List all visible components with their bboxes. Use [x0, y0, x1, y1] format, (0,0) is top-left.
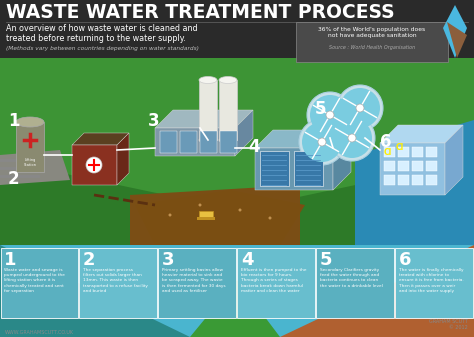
Circle shape: [299, 119, 345, 165]
FancyBboxPatch shape: [219, 80, 237, 140]
Text: Primary settling basins allow
heavier material to sink and
be scraped away. The : Primary settling basins allow heavier ma…: [162, 268, 226, 293]
Text: GRAHAM SCUTT
© 2012: GRAHAM SCUTT © 2012: [429, 319, 468, 330]
Circle shape: [337, 85, 383, 131]
Polygon shape: [445, 125, 463, 195]
FancyBboxPatch shape: [398, 161, 409, 171]
Text: 2: 2: [8, 170, 19, 188]
Circle shape: [302, 122, 342, 162]
FancyBboxPatch shape: [180, 131, 197, 153]
Text: 36% of the World's population does
not have adequate sanitation: 36% of the World's population does not h…: [319, 27, 426, 38]
Circle shape: [326, 111, 334, 119]
Polygon shape: [0, 150, 70, 185]
Text: The water is finally chemically
treated with chlorine to
ensure it is free from : The water is finally chemically treated …: [399, 268, 464, 293]
Polygon shape: [155, 128, 235, 156]
Text: 5: 5: [320, 251, 332, 269]
FancyBboxPatch shape: [80, 248, 157, 318]
Text: 3: 3: [148, 112, 160, 130]
FancyBboxPatch shape: [160, 131, 177, 153]
FancyBboxPatch shape: [16, 122, 44, 172]
Circle shape: [332, 118, 372, 158]
FancyBboxPatch shape: [384, 175, 395, 185]
Polygon shape: [255, 148, 333, 190]
Polygon shape: [72, 133, 129, 145]
Text: 3: 3: [162, 251, 174, 269]
Polygon shape: [0, 245, 190, 337]
Polygon shape: [280, 245, 474, 337]
FancyBboxPatch shape: [395, 248, 474, 318]
Circle shape: [329, 115, 375, 161]
FancyBboxPatch shape: [398, 147, 409, 157]
FancyBboxPatch shape: [199, 211, 213, 219]
Text: Source : World Health Organisation: Source : World Health Organisation: [329, 45, 415, 50]
FancyBboxPatch shape: [237, 248, 316, 318]
Text: 6: 6: [380, 133, 392, 151]
Polygon shape: [117, 133, 129, 185]
FancyBboxPatch shape: [220, 131, 237, 153]
FancyBboxPatch shape: [412, 147, 423, 157]
Circle shape: [348, 134, 356, 142]
Polygon shape: [0, 58, 474, 245]
Text: 1: 1: [8, 112, 19, 130]
Text: Effluent is then pumped to the
bio reactors for 9 hours.
Through a series of sta: Effluent is then pumped to the bio react…: [241, 268, 307, 293]
FancyBboxPatch shape: [398, 175, 409, 185]
FancyBboxPatch shape: [412, 161, 423, 171]
Text: Lifting
Station: Lifting Station: [24, 158, 36, 166]
Text: Secondary Clarifiers gravity
feed the water through and
bacteria continues to cl: Secondary Clarifiers gravity feed the wa…: [320, 268, 383, 287]
Text: WWW.GRAHAMSCUTT.CO.UK: WWW.GRAHAMSCUTT.CO.UK: [5, 330, 74, 335]
Polygon shape: [235, 110, 253, 156]
Ellipse shape: [16, 117, 44, 127]
FancyBboxPatch shape: [200, 131, 217, 153]
Polygon shape: [135, 190, 305, 245]
Text: 4: 4: [241, 251, 254, 269]
Ellipse shape: [219, 76, 237, 84]
Ellipse shape: [219, 136, 237, 144]
Text: 4: 4: [248, 138, 260, 156]
FancyBboxPatch shape: [197, 217, 215, 220]
Polygon shape: [130, 185, 300, 245]
FancyBboxPatch shape: [294, 151, 323, 186]
Circle shape: [356, 104, 364, 112]
Text: 1: 1: [4, 251, 17, 269]
Text: 2: 2: [83, 251, 95, 269]
FancyBboxPatch shape: [317, 248, 394, 318]
Text: WASTE WATER TREATMENT PROCESS: WASTE WATER TREATMENT PROCESS: [6, 3, 395, 22]
Polygon shape: [255, 130, 351, 148]
Circle shape: [199, 204, 201, 207]
FancyBboxPatch shape: [199, 80, 217, 140]
Circle shape: [86, 157, 102, 173]
Text: Cl: Cl: [396, 143, 404, 152]
Text: An overview of how waste water is cleaned and
treated before returning to the wa: An overview of how waste water is cleane…: [6, 24, 198, 43]
Polygon shape: [355, 120, 474, 245]
Text: The separation process
filters out solids larger than
13mm. This waste is then
t: The separation process filters out solid…: [83, 268, 148, 293]
FancyBboxPatch shape: [426, 147, 437, 157]
Polygon shape: [447, 22, 467, 58]
Circle shape: [340, 88, 380, 128]
Ellipse shape: [199, 76, 217, 84]
Text: (Methods vary between countries depending on water standards): (Methods vary between countries dependin…: [6, 46, 199, 51]
FancyBboxPatch shape: [260, 151, 289, 186]
Polygon shape: [72, 145, 117, 185]
FancyBboxPatch shape: [426, 161, 437, 171]
Circle shape: [318, 138, 326, 146]
Circle shape: [238, 209, 241, 212]
Polygon shape: [155, 110, 253, 128]
Text: Cl: Cl: [384, 148, 392, 157]
FancyBboxPatch shape: [426, 175, 437, 185]
Text: 5: 5: [315, 100, 327, 118]
FancyBboxPatch shape: [384, 161, 395, 171]
Polygon shape: [333, 130, 351, 190]
FancyBboxPatch shape: [0, 248, 79, 318]
FancyBboxPatch shape: [384, 147, 395, 157]
Text: Waste water and sewage is
pumped underground to the
lifting station where it is
: Waste water and sewage is pumped undergr…: [4, 268, 65, 293]
Text: 6: 6: [399, 251, 411, 269]
Circle shape: [268, 216, 272, 219]
Ellipse shape: [199, 136, 217, 144]
Polygon shape: [380, 125, 463, 143]
Polygon shape: [380, 143, 445, 195]
Circle shape: [310, 95, 350, 135]
FancyBboxPatch shape: [412, 175, 423, 185]
Polygon shape: [0, 160, 474, 245]
Polygon shape: [443, 5, 467, 58]
FancyBboxPatch shape: [158, 248, 237, 318]
